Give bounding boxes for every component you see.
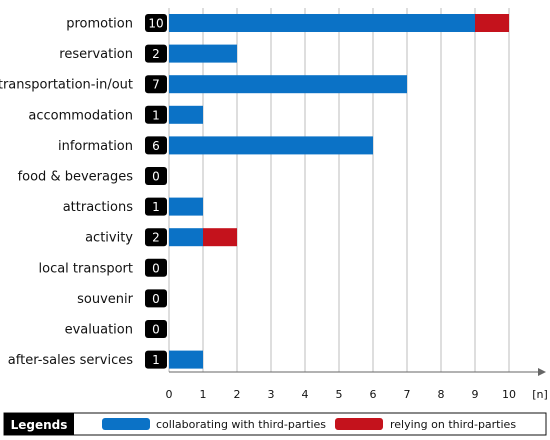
x-axis-arrow [538, 368, 546, 376]
bar-promotion-collaborating-with-third-parties [169, 14, 475, 32]
total-badge-information [145, 136, 167, 155]
bar-reservation-collaborating-with-third-parties [169, 44, 237, 63]
category-label-transportation-in-out: transportation-in/out [0, 78, 133, 93]
total-badge-local-transport [145, 258, 167, 277]
total-value-local-transport: 0 [152, 261, 160, 275]
bar-activity-relying-on-third-parties [203, 228, 237, 247]
legend-swatch-relying [335, 418, 383, 430]
legend-label-relying: relying on third-parties [390, 418, 516, 431]
bar-attractions-collaborating-with-third-parties [169, 197, 203, 216]
legend: Legends collaborating with third-parties… [3, 412, 547, 436]
total-badge-food-beverages [145, 167, 167, 185]
bars [169, 14, 509, 369]
total-badge-promotion [145, 14, 167, 32]
total-value-reservation: 2 [152, 47, 160, 61]
x-tick-label-9: 9 [472, 388, 479, 401]
category-label-activity: activity [85, 231, 133, 246]
x-tick-label-3: 3 [268, 388, 275, 401]
total-badges: 10 2 7 1 6 0 1 2 0 0 0 1 [145, 14, 167, 369]
total-badge-attractions [145, 197, 167, 216]
bar-after-sales-services-collaborating-with-third-parties [169, 350, 203, 369]
category-label-souvenir: souvenir [77, 292, 134, 307]
category-label-information: information [58, 139, 133, 154]
bar-transportation-in-out-collaborating-with-third-parties [169, 75, 407, 94]
x-tick-label-1: 1 [200, 388, 207, 401]
category-label-food-beverages: food & beverages [18, 170, 134, 185]
total-badge-activity [145, 228, 167, 247]
total-badge-evaluation [145, 320, 167, 338]
total-value-activity: 2 [152, 231, 160, 245]
total-value-information: 6 [152, 139, 160, 153]
bar-activity-collaborating-with-third-parties [169, 228, 203, 247]
total-value-evaluation: 0 [152, 323, 160, 337]
category-label-attractions: attractions [63, 200, 134, 215]
x-tick-label-4: 4 [302, 388, 309, 401]
total-badge-accommodation [145, 105, 167, 124]
x-axis-label: [n] [532, 388, 548, 401]
x-tick-label-6: 6 [370, 388, 377, 401]
total-value-accommodation: 1 [152, 108, 160, 122]
total-value-promotion: 10 [148, 17, 163, 31]
bar-information-collaborating-with-third-parties [169, 136, 373, 155]
total-badge-transportation-in-out [145, 75, 167, 94]
x-tick-label-7: 7 [404, 388, 411, 401]
total-badge-after-sales-services [145, 350, 167, 369]
total-badge-reservation [145, 44, 167, 63]
category-label-promotion: promotion [66, 17, 133, 32]
x-tick-label-10: 10 [502, 388, 516, 401]
category-labels: promotion reservation transportation-in/ou… [0, 17, 134, 369]
category-label-local-transport: local transport [39, 261, 134, 276]
total-value-souvenir: 0 [152, 292, 160, 306]
category-label-accommodation: accommodation [28, 108, 133, 123]
x-tick-label-0: 0 [166, 388, 173, 401]
category-label-evaluation: evaluation [65, 323, 133, 338]
legend-swatch-collaborating [102, 418, 150, 430]
total-value-after-sales-services: 1 [152, 353, 160, 367]
bar-promotion-relying-on-third-parties [475, 14, 509, 32]
legend-title-box [4, 413, 74, 435]
x-tick-labels: 0 1 2 3 4 5 6 7 8 9 10 [166, 388, 517, 401]
category-label-after-sales-services: after-sales services [8, 353, 133, 368]
bar-accommodation-collaborating-with-third-parties [169, 105, 203, 124]
total-badge-souvenir [145, 289, 167, 308]
total-value-attractions: 1 [152, 200, 160, 214]
total-value-transportation-in-out: 7 [152, 78, 160, 92]
grid-lines [168, 8, 510, 372]
x-tick-label-5: 5 [336, 388, 343, 401]
x-tick-label-8: 8 [438, 388, 445, 401]
legend-title: Legends [11, 418, 68, 432]
legend-label-collaborating: collaborating with third-parties [156, 418, 326, 431]
total-value-food-beverages: 0 [152, 170, 160, 184]
category-label-reservation: reservation [59, 47, 133, 62]
x-axis: [n] [169, 368, 548, 401]
x-tick-label-2: 2 [234, 388, 241, 401]
